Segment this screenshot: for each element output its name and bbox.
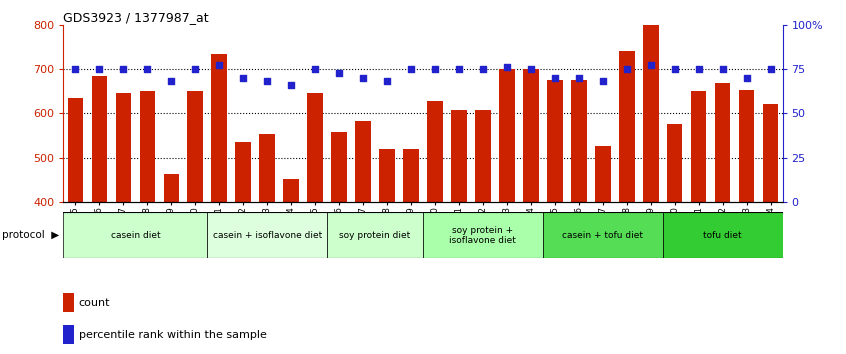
Point <box>356 75 370 81</box>
Point <box>212 63 226 68</box>
Point <box>644 63 657 68</box>
Bar <box>475 110 491 354</box>
Bar <box>619 51 634 354</box>
Bar <box>163 175 179 354</box>
Text: casein + isoflavone diet: casein + isoflavone diet <box>212 231 321 240</box>
Text: soy protein +
isoflavone diet: soy protein + isoflavone diet <box>449 226 516 245</box>
Bar <box>715 83 730 354</box>
Point <box>332 70 346 75</box>
Point <box>739 75 753 81</box>
Text: casein + tofu diet: casein + tofu diet <box>563 231 643 240</box>
Point <box>92 66 106 72</box>
Bar <box>332 132 347 354</box>
Bar <box>63 212 207 258</box>
Bar <box>595 145 611 354</box>
Bar <box>643 25 658 354</box>
Point <box>620 66 634 72</box>
Bar <box>691 91 706 354</box>
Bar <box>499 69 514 354</box>
Bar <box>763 104 778 354</box>
Bar <box>739 90 755 354</box>
Bar <box>547 80 563 354</box>
Point <box>404 66 418 72</box>
Point <box>524 66 537 72</box>
Bar <box>404 149 419 354</box>
Bar <box>662 212 783 258</box>
Bar <box>283 179 299 354</box>
Bar <box>523 69 539 354</box>
Bar <box>91 76 107 354</box>
Point <box>236 75 250 81</box>
Point <box>164 79 178 84</box>
Text: count: count <box>79 298 110 308</box>
Point <box>764 66 777 72</box>
Text: GDS3923 / 1377987_at: GDS3923 / 1377987_at <box>63 11 209 24</box>
Bar <box>188 91 203 354</box>
Point <box>596 79 609 84</box>
Bar <box>307 93 323 354</box>
Bar <box>543 212 662 258</box>
Bar <box>667 124 683 354</box>
Point <box>140 66 154 72</box>
Point <box>452 66 465 72</box>
Bar <box>68 98 83 354</box>
Bar <box>63 293 74 312</box>
Point <box>69 66 82 72</box>
Bar <box>63 325 74 344</box>
Bar <box>140 91 155 354</box>
Bar <box>116 93 131 354</box>
Bar <box>212 53 227 354</box>
Point <box>380 79 393 84</box>
Point <box>117 66 130 72</box>
Point <box>548 75 562 81</box>
Bar <box>427 101 442 354</box>
Bar <box>327 212 423 258</box>
Text: percentile rank within the sample: percentile rank within the sample <box>79 330 266 339</box>
Point <box>667 66 681 72</box>
Text: casein diet: casein diet <box>111 231 160 240</box>
Point <box>189 66 202 72</box>
Point <box>261 79 274 84</box>
Bar <box>571 80 586 354</box>
Text: tofu diet: tofu diet <box>703 231 742 240</box>
Point <box>716 66 729 72</box>
Bar <box>355 121 371 354</box>
Point <box>308 66 321 72</box>
Point <box>572 75 585 81</box>
Bar <box>423 212 543 258</box>
Bar <box>451 110 467 354</box>
Point <box>692 66 706 72</box>
Text: protocol  ▶: protocol ▶ <box>2 230 59 240</box>
Point <box>428 66 442 72</box>
Point <box>476 66 490 72</box>
Point <box>500 64 514 70</box>
Bar <box>379 149 395 354</box>
Bar <box>235 142 251 354</box>
Bar <box>260 134 275 354</box>
Point <box>284 82 298 88</box>
Bar <box>207 212 327 258</box>
Text: soy protein diet: soy protein diet <box>339 231 410 240</box>
